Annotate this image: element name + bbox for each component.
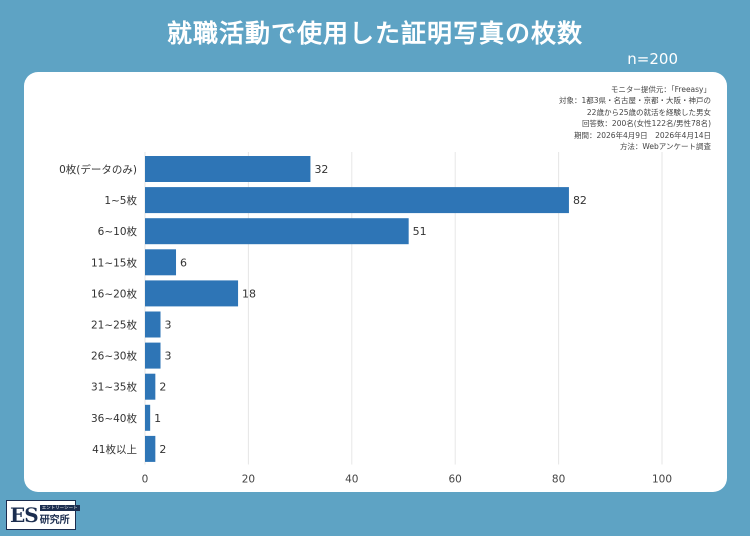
category-label: 21~25枚	[91, 319, 138, 332]
category-label: 6~10枚	[98, 225, 138, 238]
value-label: 18	[242, 287, 256, 300]
bar	[145, 342, 161, 369]
bar	[145, 249, 177, 276]
value-label: 3	[165, 350, 172, 363]
survey-notes: モニター提供元：「Freeasy」 対象：1都3県・名古屋・京都・大阪・神戸の …	[559, 84, 711, 152]
x-tick-label: 60	[449, 473, 462, 485]
bar	[145, 218, 409, 245]
value-label: 2	[159, 443, 166, 456]
category-label: 16~20枚	[91, 287, 138, 300]
bar	[145, 311, 161, 338]
x-tick-label: 80	[552, 473, 565, 485]
category-label: 1~5枚	[104, 194, 137, 207]
sample-size-label: n=200	[627, 50, 678, 68]
value-label: 2	[159, 381, 166, 394]
category-label: 41枚以上	[92, 443, 137, 456]
value-label: 1	[154, 412, 161, 425]
es-lab-logo: ES エントリーシート 研究所	[6, 500, 80, 530]
x-tick-label: 100	[652, 473, 672, 485]
survey-note-source: モニター提供元：「Freeasy」	[610, 85, 711, 94]
category-label: 26~30枚	[91, 350, 138, 363]
value-label: 32	[314, 163, 328, 176]
logo-name: 研究所	[39, 514, 70, 526]
bar	[145, 404, 151, 431]
bar	[145, 187, 569, 214]
category-label: 11~15枚	[91, 256, 138, 269]
x-tick-label: 40	[345, 473, 358, 485]
value-label: 6	[180, 256, 187, 269]
value-label: 82	[573, 194, 587, 207]
chart-title: 就職活動で使用した証明写真の枚数	[166, 19, 583, 48]
survey-note-target-age: 22歳から25歳の就活を経験した男女	[586, 107, 711, 117]
logo-subtitle: エントリーシート	[39, 504, 80, 511]
category-label: 0枚(データのみ)	[59, 163, 137, 176]
survey-note-period: 期間：2026年4月9日 2026年4月14日	[573, 130, 711, 140]
survey-note-method: 方法：Webアンケート調査	[619, 142, 711, 152]
value-label: 51	[413, 225, 427, 238]
chart-card: モニター提供元：「Freeasy」 対象：1都3県・名古屋・京都・大阪・神戸の …	[24, 72, 727, 492]
survey-note-respondents: 回答数：200名(女性122名/男性78名)	[581, 119, 711, 129]
category-label: 36~40枚	[91, 412, 138, 425]
bar	[145, 435, 156, 462]
value-label: 3	[165, 319, 172, 332]
x-tick-label: 0	[142, 473, 149, 485]
category-label: 31~35枚	[91, 381, 138, 394]
logo-mark: ES	[10, 503, 39, 527]
x-tick-label: 20	[242, 473, 255, 485]
bar	[145, 280, 239, 307]
survey-note-target: 対象：1都3県・名古屋・京都・大阪・神戸の	[558, 96, 711, 106]
bar	[145, 156, 311, 182]
bar	[145, 373, 156, 400]
